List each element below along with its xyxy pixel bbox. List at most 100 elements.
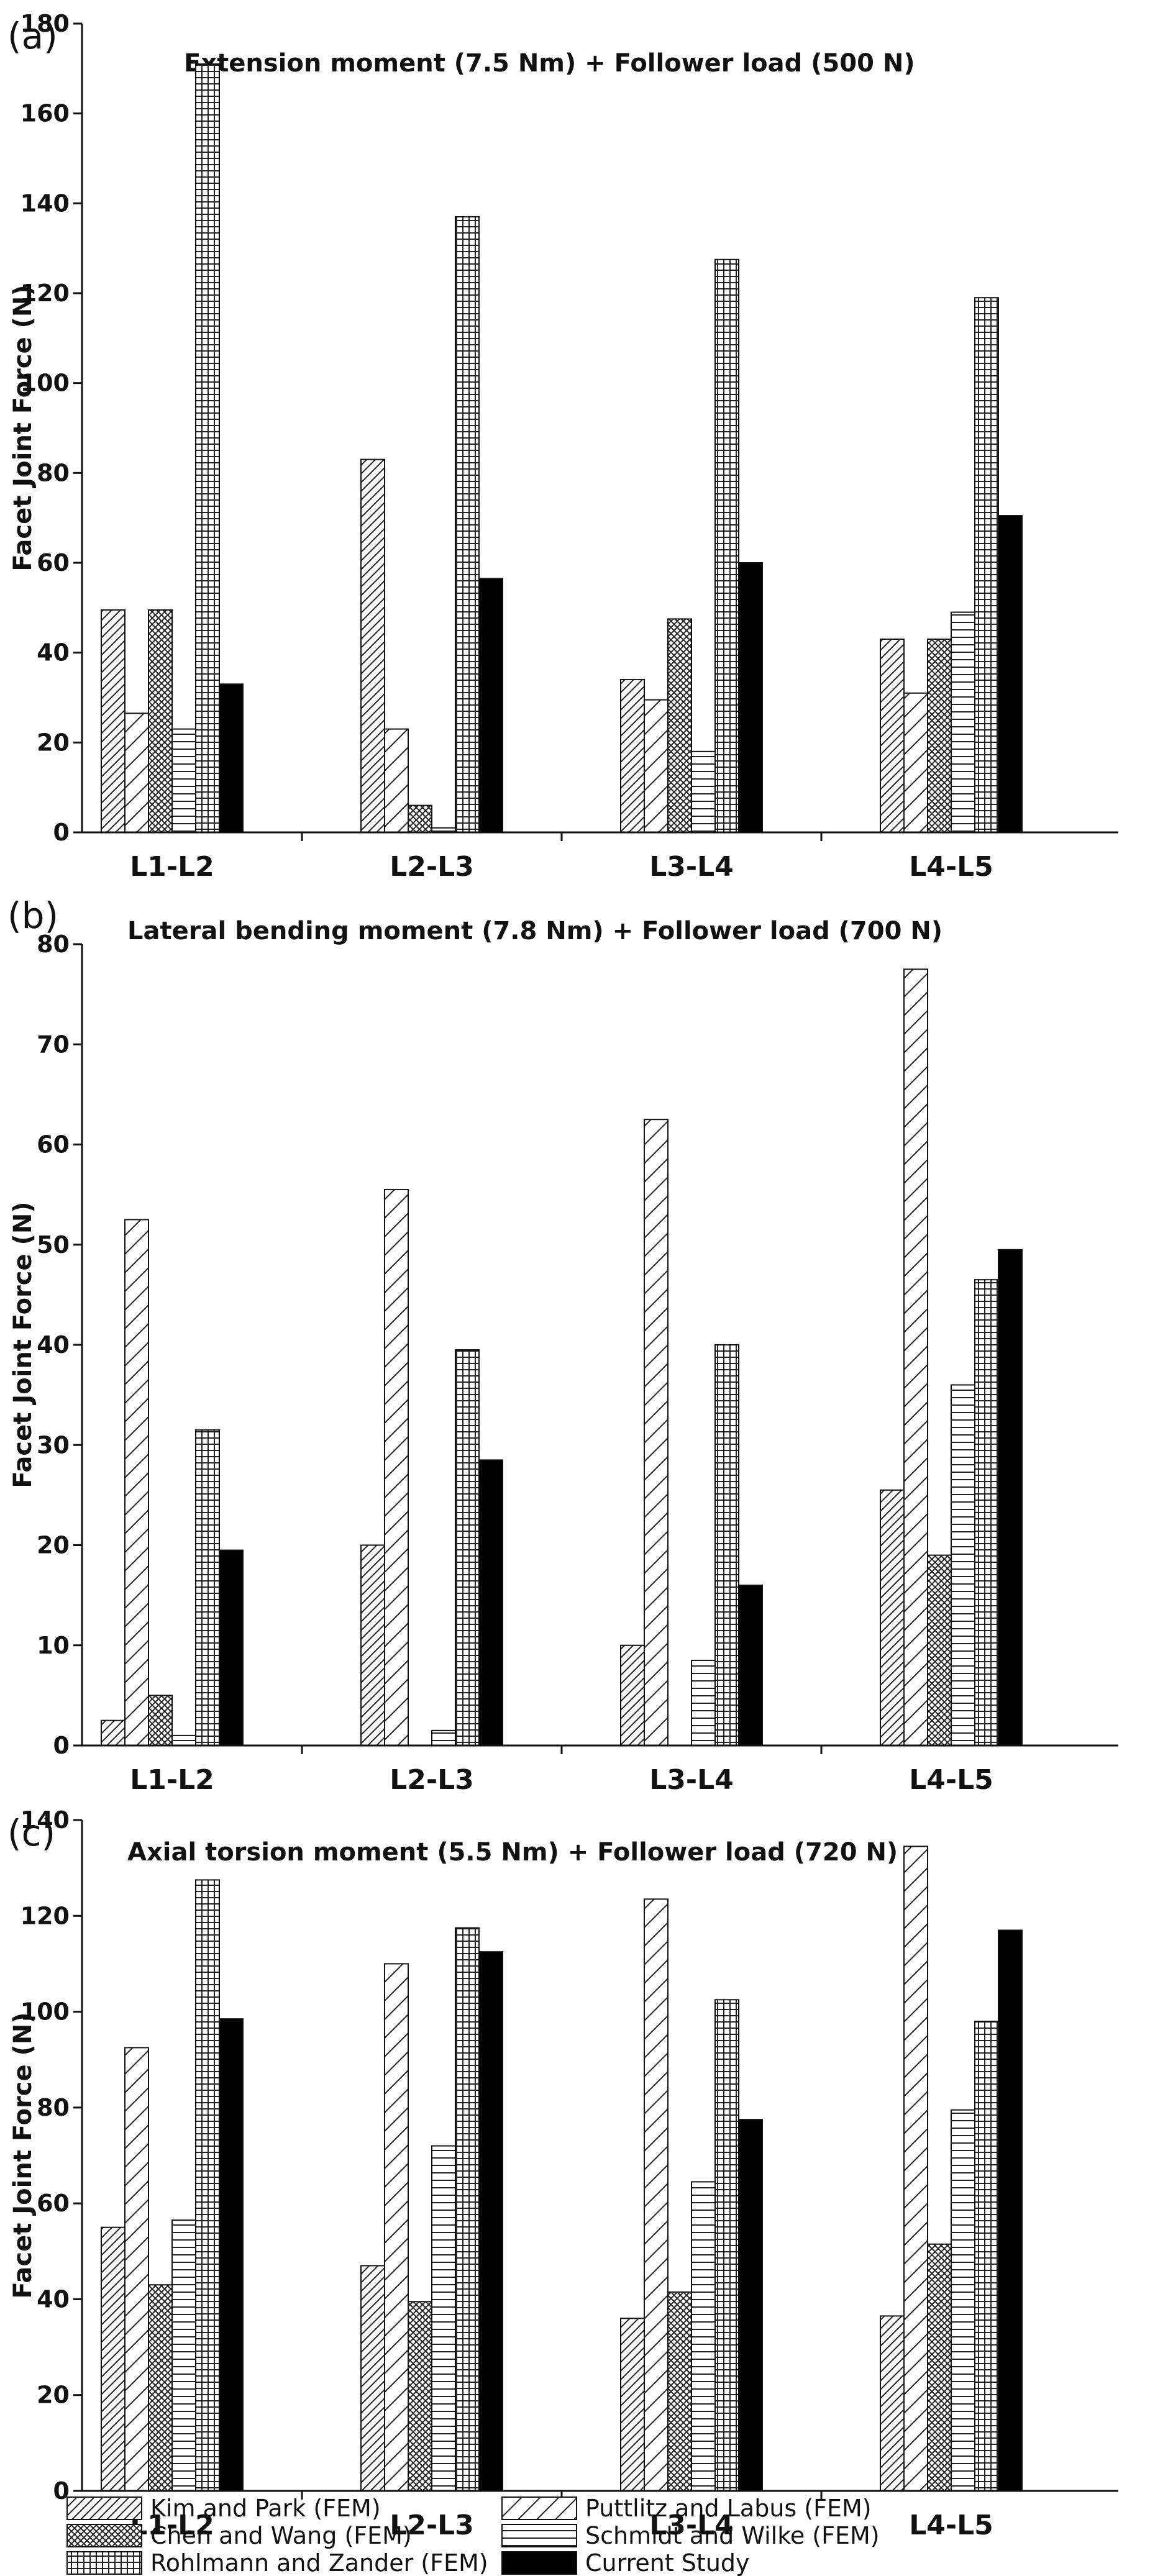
panel-label: (c): [7, 1812, 55, 1854]
bar-chen-and-wang-l1-l2: [148, 609, 173, 833]
bar-rohlmann-and-zander-l1-l2: [195, 1429, 220, 1746]
bar-chen-and-wang-l2-l3: [408, 804, 432, 833]
y-tick-label: 80: [37, 2094, 70, 2121]
x-category-label: L1-L2: [130, 1764, 214, 1796]
bar-chen-and-wang-l3-l4: [667, 2291, 692, 2492]
bar-puttlitz-and-labus-l4-l5: [903, 1846, 928, 2492]
bar-chen-and-wang-l1-l2: [148, 2284, 173, 2492]
bar-kim-and-park-l2-l3: [360, 2265, 385, 2492]
y-tick-label: 140: [21, 189, 70, 217]
bar-current-study-l1-l2: [219, 2018, 244, 2492]
bar-current-study-l4-l5: [998, 1929, 1023, 2492]
y-tick-label: 40: [37, 2285, 70, 2313]
bar-schmidt-and-wilke-l1-l2: [171, 2219, 196, 2492]
bar-rohlmann-and-zander-l2-l3: [455, 1927, 480, 2492]
legend-label-schmidt-and-wilke: Schmidt and Wilke (FEM): [585, 2522, 880, 2549]
bar-schmidt-and-wilke-l4-l5: [951, 1384, 975, 1746]
bar-current-study-l2-l3: [478, 578, 503, 833]
bar-schmidt-and-wilke-l2-l3: [431, 2145, 456, 2492]
bar-puttlitz-and-labus-l4-l5: [903, 968, 928, 1746]
bar-kim-and-park-l4-l5: [880, 2315, 905, 2492]
x-category-label: L2-L3: [390, 851, 474, 883]
legend-label-rohlmann-and-zander: Rohlmann and Zander (FEM): [150, 2549, 488, 2576]
bar-puttlitz-and-labus-l3-l4: [644, 1119, 669, 1746]
bar-current-study-l3-l4: [738, 1585, 763, 1746]
bar-puttlitz-and-labus-l2-l3: [384, 728, 409, 833]
legend-label-chen-and-wang: Chen and Wang (FEM): [150, 2522, 412, 2549]
x-category-label: L3-L4: [649, 851, 734, 883]
chart-panel-c: (c) Axial torsion moment (5.5 Nm) + Follo…: [7, 1806, 1118, 2541]
bar-current-study-l4-l5: [998, 515, 1023, 833]
bar-puttlitz-and-labus-l2-l3: [384, 1189, 409, 1746]
bar-rohlmann-and-zander-l1-l2: [195, 63, 220, 834]
y-tick-label: 40: [37, 1331, 70, 1359]
bar-schmidt-and-wilke-l2-l3: [431, 1729, 456, 1746]
x-category-label: L1-L2: [130, 851, 214, 883]
bar-schmidt-and-wilke-l3-l4: [691, 2181, 716, 2492]
y-tick-label: 40: [37, 639, 70, 667]
bar-rohlmann-and-zander-l3-l4: [714, 1344, 739, 1746]
bar-kim-and-park-l1-l2: [101, 1719, 125, 1746]
bar-current-study-l3-l4: [738, 2119, 763, 2492]
legend-label-kim-and-park: Kim and Park (FEM): [150, 2495, 381, 2522]
bar-current-study-l3-l4: [738, 562, 763, 833]
y-tick-label: 50: [37, 1231, 70, 1258]
y-tick-label: 70: [37, 1031, 70, 1058]
panel-label: (a): [7, 15, 58, 57]
y-tick-label: 180: [21, 10, 70, 37]
y-tick-label: 80: [37, 931, 70, 958]
bar-puttlitz-and-labus-l3-l4: [644, 699, 669, 834]
chart-title: Lateral bending moment (7.8 Nm) + Follow…: [127, 917, 942, 945]
x-category-label: L2-L3: [390, 2510, 474, 2541]
bar-kim-and-park-l4-l5: [880, 1489, 905, 1746]
chart-panel-b: (b) Lateral bending moment (7.8 Nm) + Fol…: [7, 894, 1118, 1796]
bar-rohlmann-and-zander-l4-l5: [974, 1279, 999, 1746]
y-axis-label: Facet Joint Force (N): [9, 2012, 37, 2298]
legend-label-puttlitz-and-labus: Puttlitz and Labus (FEM): [585, 2495, 872, 2522]
bar-current-study-l2-l3: [478, 1951, 503, 2492]
bar-chen-and-wang-l4-l5: [927, 1554, 952, 1746]
x-category-label: L4-L5: [909, 851, 993, 883]
y-tick-label: 0: [53, 819, 70, 846]
y-axis-label: Facet Joint Force (N): [9, 1201, 37, 1488]
bar-rohlmann-and-zander-l4-l5: [974, 2021, 999, 2492]
bar-rohlmann-and-zander-l3-l4: [714, 258, 739, 833]
bar-puttlitz-and-labus-l2-l3: [384, 1963, 409, 2492]
bar-schmidt-and-wilke-l3-l4: [691, 750, 716, 834]
y-tick-label: 60: [37, 1131, 70, 1158]
bar-schmidt-and-wilke-l1-l2: [171, 728, 196, 833]
x-category-label: L1-L2: [130, 2510, 214, 2541]
y-tick-label: 20: [37, 1532, 70, 1559]
bar-rohlmann-and-zander-l4-l5: [974, 297, 999, 833]
chart-panel-a: (a) Extension moment (7.5 Nm) + Follower …: [7, 10, 1118, 883]
bar-puttlitz-and-labus-l3-l4: [644, 1898, 669, 2492]
bar-chen-and-wang-l3-l4: [667, 618, 692, 834]
legend-swatch-schmidt-and-wilke: [501, 2524, 577, 2547]
y-tick-label: 30: [37, 1431, 70, 1459]
legend-swatch-puttlitz-and-labus: [501, 2496, 577, 2520]
legend-swatch-rohlmann-and-zander: [66, 2551, 142, 2575]
bar-current-study-l4-l5: [998, 1249, 1023, 1746]
bar-rohlmann-and-zander-l2-l3: [455, 216, 480, 833]
y-tick-label: 20: [37, 729, 70, 756]
bar-kim-and-park-l2-l3: [360, 458, 385, 833]
y-tick-label: 120: [21, 1902, 70, 1929]
bar-current-study-l2-l3: [478, 1459, 503, 1746]
y-tick-label: 120: [21, 280, 70, 307]
legend-swatch-chen-and-wang: [66, 2524, 142, 2547]
bar-rohlmann-and-zander-l3-l4: [714, 1999, 739, 2492]
bar-schmidt-and-wilke-l4-l5: [951, 2109, 975, 2492]
bar-current-study-l1-l2: [219, 1549, 244, 1746]
bar-puttlitz-and-labus-l1-l2: [124, 2047, 149, 2492]
bar-rohlmann-and-zander-l2-l3: [455, 1349, 480, 1746]
bar-schmidt-and-wilke-l4-l5: [951, 611, 975, 833]
bar-kim-and-park-l1-l2: [101, 609, 125, 833]
y-tick-label: 100: [21, 1998, 70, 2026]
x-category-label: L2-L3: [390, 1764, 474, 1796]
bar-puttlitz-and-labus-l4-l5: [903, 692, 928, 834]
bar-rohlmann-and-zander-l1-l2: [195, 1879, 220, 2492]
y-tick-label: 60: [37, 549, 70, 576]
y-tick-label: 20: [37, 2382, 70, 2409]
bar-puttlitz-and-labus-l1-l2: [124, 1219, 149, 1746]
